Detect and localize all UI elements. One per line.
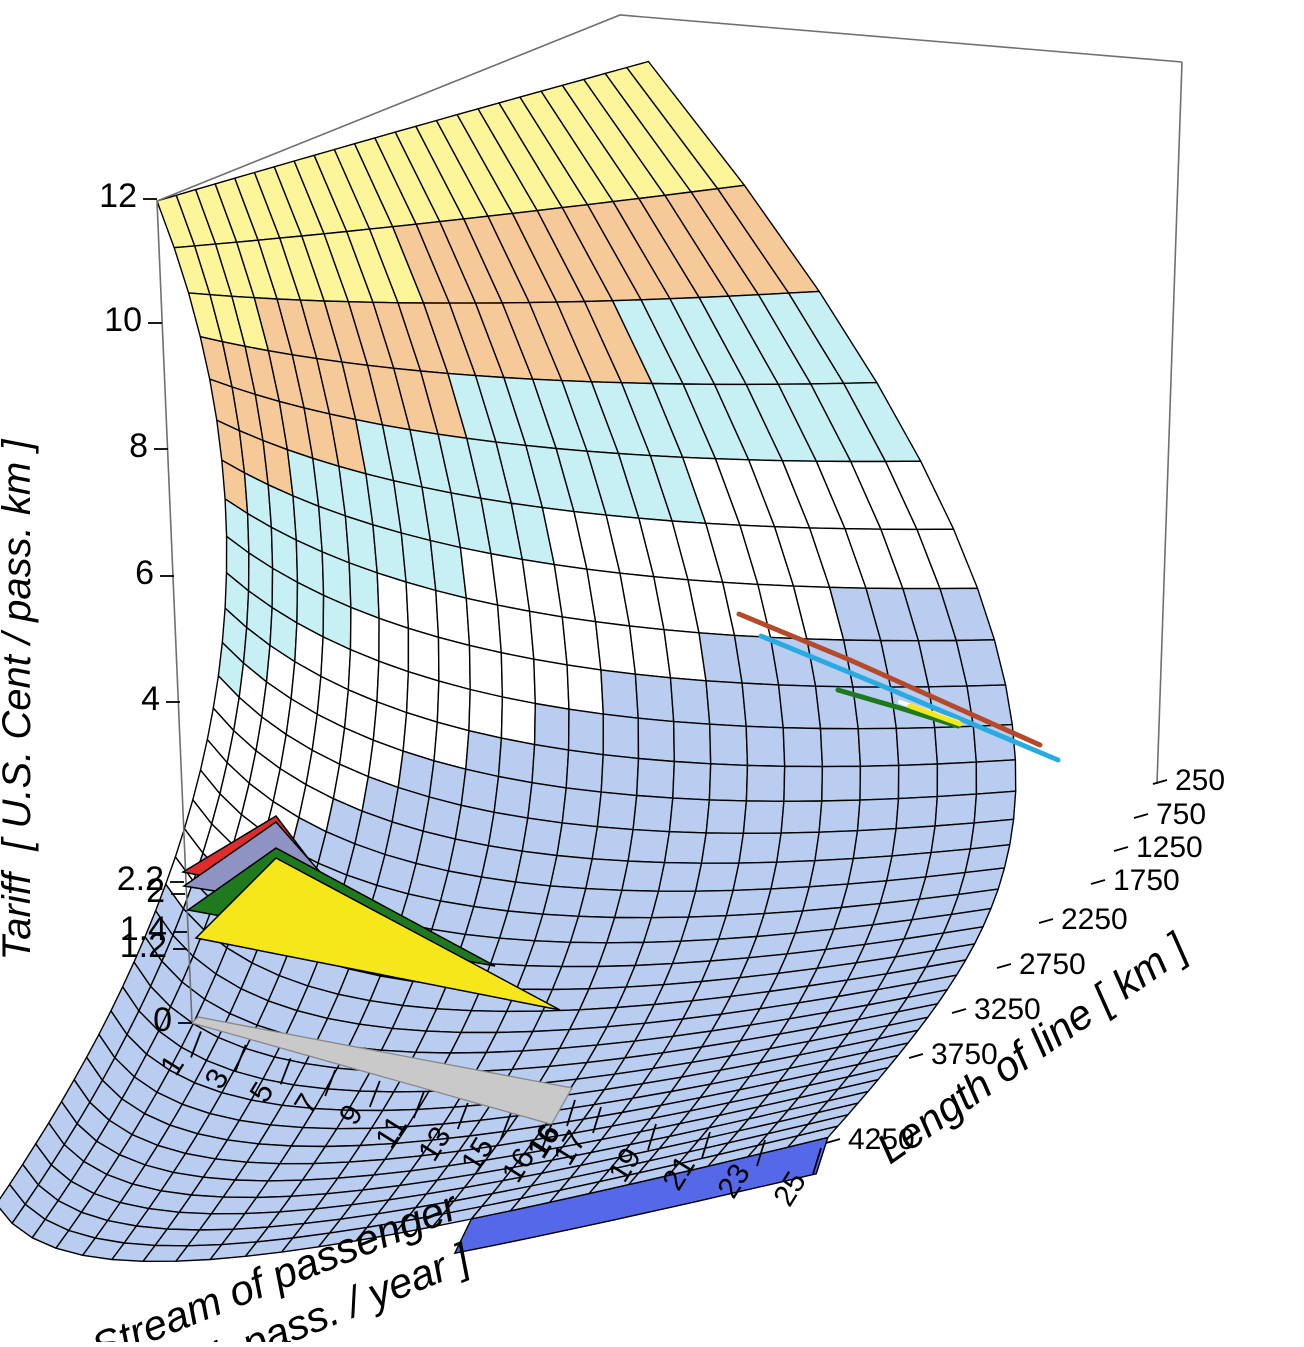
svg-text:1.4: 1.4 bbox=[120, 910, 167, 948]
svg-text:2.2: 2.2 bbox=[117, 860, 164, 898]
svg-text:Tariff [ U.S. Cent / pass. km: Tariff [ U.S. Cent / pass. km ] bbox=[0, 439, 39, 961]
svg-text:1250: 1250 bbox=[1136, 831, 1203, 864]
svg-text:250: 250 bbox=[1175, 764, 1225, 797]
svg-text:4: 4 bbox=[141, 680, 160, 718]
svg-text:1750: 1750 bbox=[1113, 864, 1180, 897]
svg-text:6: 6 bbox=[135, 554, 154, 592]
svg-text:2750: 2750 bbox=[1019, 948, 1086, 981]
svg-text:0: 0 bbox=[153, 1001, 172, 1039]
svg-text:750: 750 bbox=[1156, 798, 1206, 831]
svg-text:8: 8 bbox=[129, 427, 148, 465]
svg-text:12: 12 bbox=[99, 177, 137, 215]
svg-text:2250: 2250 bbox=[1061, 903, 1128, 936]
svg-text:10: 10 bbox=[104, 301, 142, 339]
